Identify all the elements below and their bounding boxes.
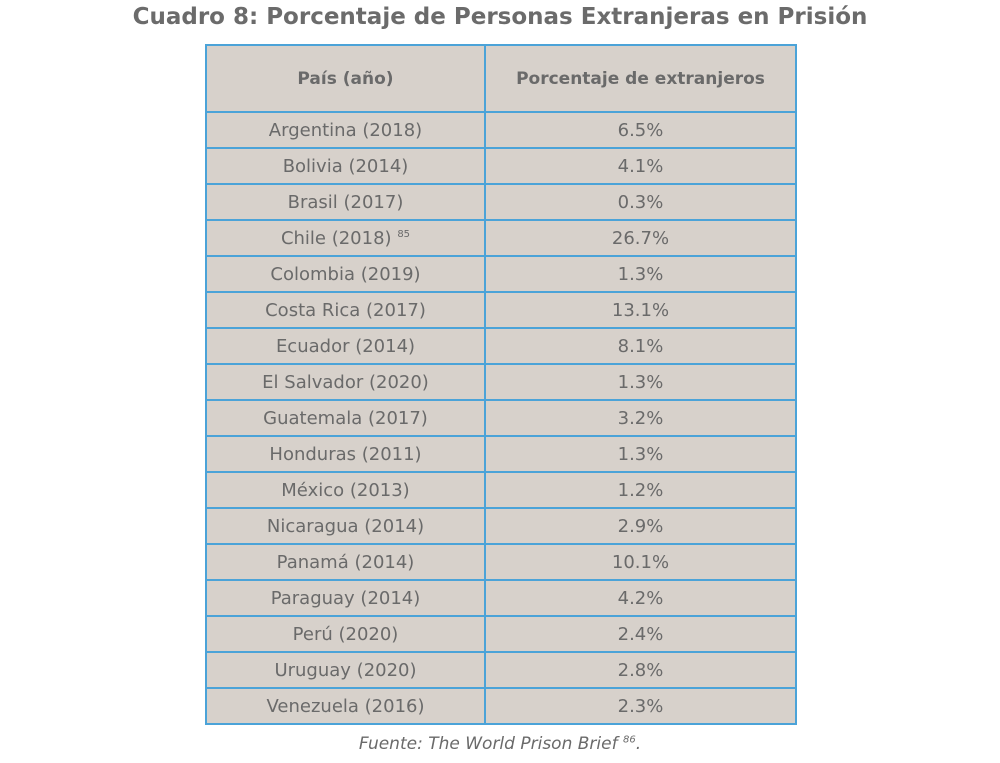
percentage-cell: 2.3% [484, 687, 797, 725]
country-cell: Venezuela (2016) [205, 687, 486, 725]
country-cell: Colombia (2019) [205, 255, 486, 293]
percentage-cell: 4.1% [484, 147, 797, 185]
percentage-cell: 4.2% [484, 579, 797, 617]
country-cell: Panamá (2014) [205, 543, 486, 581]
country: Venezuela (2016) [266, 695, 425, 717]
percentage-cell: 6.5% [484, 111, 797, 149]
percentage-cell: 8.1% [484, 327, 797, 365]
row: Ecuador (2014) 8.1% [205, 327, 797, 365]
percentage-cell: 1.2% [484, 471, 797, 509]
country: Argentina (2018) [268, 119, 423, 141]
row: Perú (2020) 2.4% [205, 615, 797, 653]
country-cell: Chile (2018) 85 [205, 219, 486, 257]
country-cell: Paraguay (2014) [205, 579, 486, 617]
country: Chile (2018) [280, 227, 392, 249]
country: Uruguay (2020) [274, 659, 417, 681]
country: Perú (2020) [292, 623, 399, 645]
percentage-cell: 1.3% [484, 255, 797, 293]
percentage-cell: 26.7% [484, 219, 797, 257]
percentage-cell: 10.1% [484, 543, 797, 581]
row: Costa Rica (2017) 13.1% [205, 291, 797, 329]
row: Guatemala (2017) 3.2% [205, 399, 797, 437]
percentage-cell: 3.2% [484, 399, 797, 437]
row: México (2013) 1.2% [205, 471, 797, 509]
title: Cuadro 8: Porcentaje de Personas Extranj… [132, 4, 868, 30]
country: Colombia (2019) [270, 263, 421, 285]
source: Fuente: The World Prison Brief 86. [0, 734, 1000, 754]
percentage-cell: 2.9% [484, 507, 797, 545]
country: Bolivia (2014) [282, 155, 409, 177]
country: Panamá (2014) [276, 551, 415, 573]
country-cell: México (2013) [205, 471, 486, 509]
row: Colombia (2019) 1.3% [205, 255, 797, 293]
country-cell: Costa Rica (2017) [205, 291, 486, 329]
country: Guatemala (2017) [263, 407, 428, 429]
row: Chile (2018) 85 26.7% [205, 219, 797, 257]
percentage-cell: 2.4% [484, 615, 797, 653]
table: País (año) Porcentaje de extranjeros Arg… [205, 44, 797, 725]
percentage-cell: 13.1% [484, 291, 797, 329]
percentage-cell: 2.8% [484, 651, 797, 689]
source-text: Fuente: The World Prison Brief [358, 734, 618, 754]
country-cell: Brasil (2017) [205, 183, 486, 221]
header-row: País (año) Porcentaje de extranjeros [205, 44, 797, 113]
row: Honduras (2011) 1.3% [205, 435, 797, 473]
country-cell: Honduras (2011) [205, 435, 486, 473]
country-cell: Ecuador (2014) [205, 327, 486, 365]
row: Brasil (2017) 0.3% [205, 183, 797, 221]
footnote: 85 [397, 228, 411, 240]
percentage-cell: 0.3% [484, 183, 797, 221]
country: Brasil (2017) [287, 191, 404, 213]
country-cell: El Salvador (2020) [205, 363, 486, 401]
row: Argentina (2018) 6.5% [205, 111, 797, 149]
country: Ecuador (2014) [275, 335, 416, 357]
country: Nicaragua (2014) [266, 515, 425, 537]
header-cell: Porcentaje de extranjeros [484, 44, 797, 113]
country-cell: Guatemala (2017) [205, 399, 486, 437]
percentage-cell: 1.3% [484, 363, 797, 401]
country: Costa Rica (2017) [265, 299, 426, 321]
country-cell: Nicaragua (2014) [205, 507, 486, 545]
country: El Salvador (2020) [262, 371, 429, 393]
country-cell: Perú (2020) [205, 615, 486, 653]
row: Uruguay (2020) 2.8% [205, 651, 797, 689]
row: Venezuela (2016) 2.3% [205, 687, 797, 725]
percentage-cell: 1.3% [484, 435, 797, 473]
header-cell: País (año) [205, 44, 486, 113]
footnote: 86 [622, 734, 636, 746]
country-cell: Bolivia (2014) [205, 147, 486, 185]
table-body: Argentina (2018) 6.5% Bolivia (2014) 4.1% Br… [205, 111, 797, 725]
country-cell: Uruguay (2020) [205, 651, 486, 689]
row: El Salvador (2020) 1.3% [205, 363, 797, 401]
row: Bolivia (2014) 4.1% [205, 147, 797, 185]
country-cell: Argentina (2018) [205, 111, 486, 149]
source-end: . [635, 734, 642, 754]
row: Panamá (2014) 10.1% [205, 543, 797, 581]
country: Paraguay (2014) [270, 587, 421, 609]
row: Paraguay (2014) 4.2% [205, 579, 797, 617]
row: Nicaragua (2014) 2.9% [205, 507, 797, 545]
country: México (2013) [281, 479, 410, 501]
country: Honduras (2011) [269, 443, 422, 465]
